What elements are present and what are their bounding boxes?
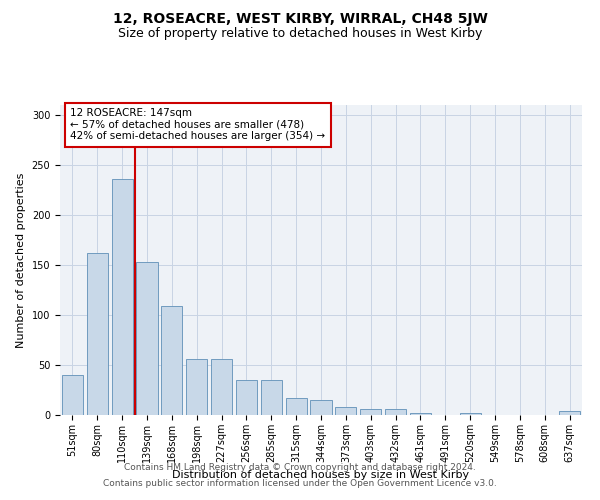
Bar (559, 411, 580, 415)
Bar (62, 375, 83, 415)
Text: Size of property relative to detached houses in West Kirby: Size of property relative to detached ho… (118, 28, 482, 40)
Bar (460, 413, 481, 415)
Bar (310, 400, 332, 415)
Bar (87, 253, 108, 415)
Bar (112, 179, 133, 415)
Bar (360, 409, 381, 415)
Bar (385, 409, 406, 415)
Bar (211, 359, 232, 415)
Bar (161, 306, 182, 415)
Bar (261, 380, 282, 415)
X-axis label: Distribution of detached houses by size in West Kirby: Distribution of detached houses by size … (172, 470, 470, 480)
Text: Contains HM Land Registry data © Crown copyright and database right 2024.: Contains HM Land Registry data © Crown c… (124, 464, 476, 472)
Text: 12 ROSEACRE: 147sqm
← 57% of detached houses are smaller (478)
42% of semi-detac: 12 ROSEACRE: 147sqm ← 57% of detached ho… (70, 108, 326, 142)
Bar (410, 413, 431, 415)
Bar (186, 359, 207, 415)
Bar (335, 407, 356, 415)
Y-axis label: Number of detached properties: Number of detached properties (16, 172, 26, 348)
Bar (236, 380, 257, 415)
Text: 12, ROSEACRE, WEST KIRBY, WIRRAL, CH48 5JW: 12, ROSEACRE, WEST KIRBY, WIRRAL, CH48 5… (113, 12, 487, 26)
Bar (136, 262, 158, 415)
Text: Contains public sector information licensed under the Open Government Licence v3: Contains public sector information licen… (103, 478, 497, 488)
Bar (286, 398, 307, 415)
